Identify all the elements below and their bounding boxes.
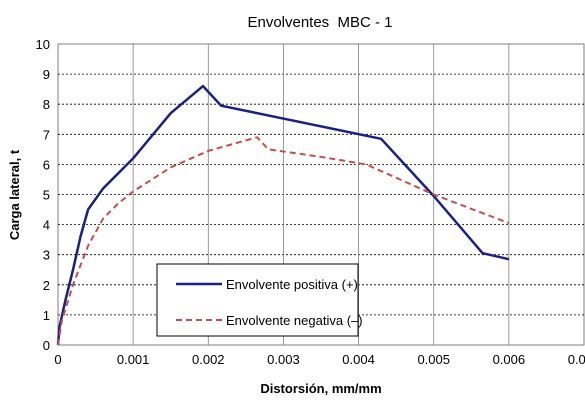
legend-box (156, 263, 359, 337)
x-tick-label: 0.003 (267, 352, 300, 367)
x-tick-label: 0.006 (493, 352, 526, 367)
y-tick-label: 1 (43, 308, 50, 323)
y-tick-label: 9 (43, 67, 50, 82)
y-tick-label: 8 (43, 97, 50, 112)
legend-label-negative: Envolvente negativa (–) (226, 313, 363, 328)
legend-label-positive: Envolvente positiva (+) (226, 277, 358, 292)
y-tick-label: 4 (43, 218, 50, 233)
y-tick-label: 6 (43, 157, 50, 172)
y-tick-label: 0 (43, 338, 50, 353)
y-axis-label: Carga lateral, t (7, 149, 22, 240)
chart-title: Envolventes MBC - 1 (247, 14, 392, 31)
y-tick-label: 2 (43, 278, 50, 293)
series-line-negative (57, 136, 510, 346)
y-tick-label: 5 (43, 188, 50, 203)
series-lines (56, 84, 510, 346)
x-tick-label: 0.005 (417, 352, 450, 367)
x-tick-label: 0.007 (568, 352, 585, 367)
series-line-positive (56, 84, 510, 346)
x-tick-label: 0.004 (342, 352, 375, 367)
x-tick-label: 0.002 (192, 352, 225, 367)
x-axis-label: Distorsión, mm/mm (260, 381, 381, 396)
y-tick-label: 10 (36, 37, 50, 52)
x-tick-label: 0.001 (117, 352, 150, 367)
x-tick-label: 0 (54, 352, 61, 367)
tick-labels: 0 1 2 3 4 5 6 7 8 9 10 0 0.001 0.002 0.003 0.004 0.005 0.… (36, 37, 585, 367)
y-tick-label: 7 (43, 127, 50, 142)
legend: Envolvente positiva (+) Envolvente negat… (156, 263, 363, 337)
y-tick-label: 3 (43, 248, 50, 263)
